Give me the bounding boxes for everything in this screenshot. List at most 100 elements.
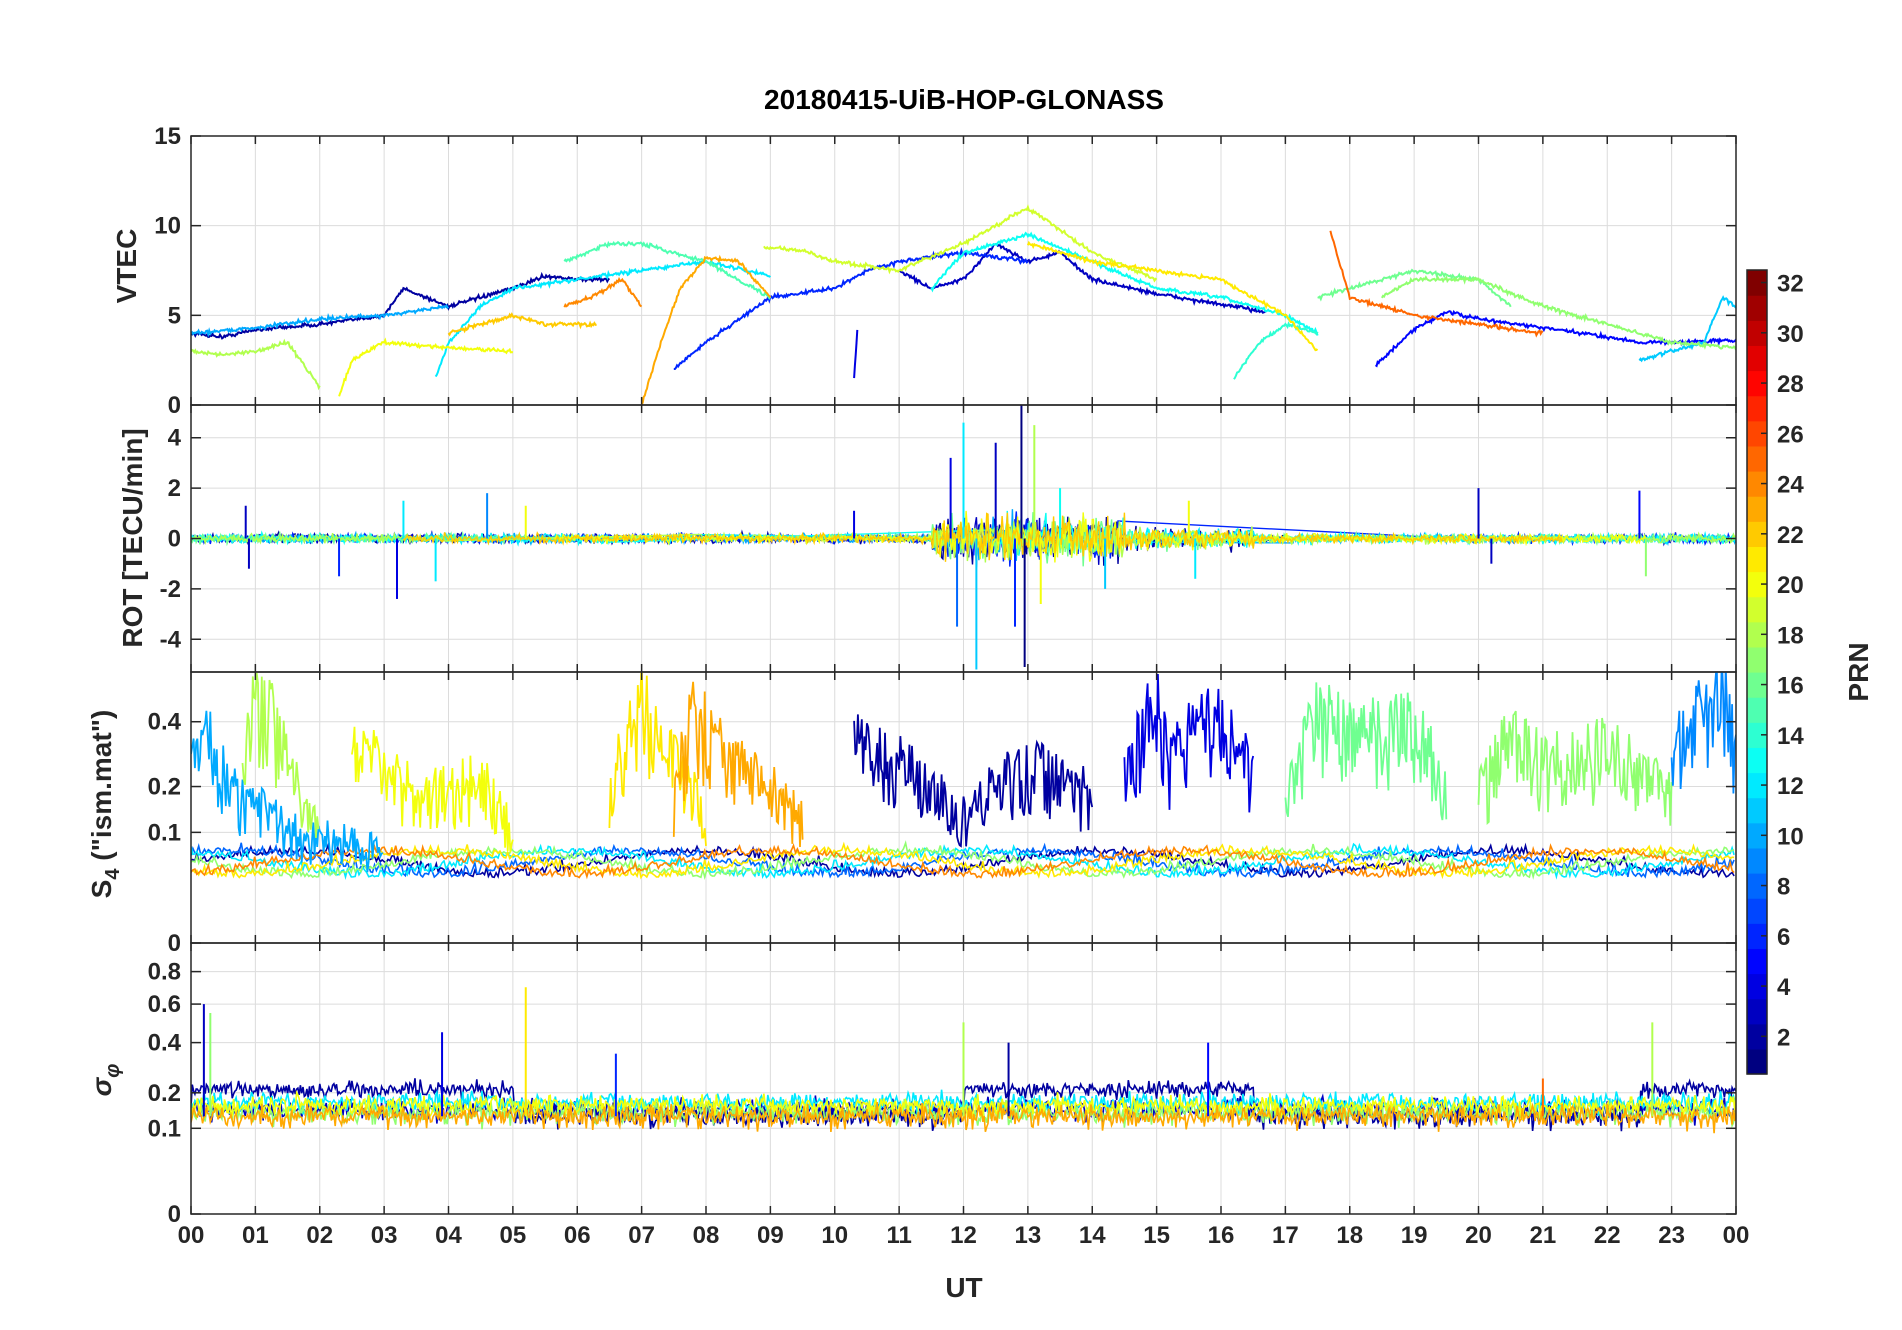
x-tick-label: 02 xyxy=(306,1222,333,1249)
colorbar-tick-label: 10 xyxy=(1777,823,1804,850)
s4-data xyxy=(191,672,1736,881)
sigma-phi-panel: 0 0.1 0.2 0.4 0.6 0.8 σφ xyxy=(86,942,1737,1228)
colorbar-cell-prn-27 xyxy=(1747,395,1767,422)
vtec-series-prn-13 xyxy=(930,231,1319,336)
x-tick-label: 05 xyxy=(500,1222,527,1249)
vtec-ytick-label: 5 xyxy=(168,302,181,329)
x-tick-label: 18 xyxy=(1336,1222,1363,1249)
rot-data xyxy=(191,405,1736,670)
colorbar-cell-prn-3 xyxy=(1747,998,1767,1025)
s4-ylabel-suffix: ("ism.mat") xyxy=(86,710,117,869)
colorbar-tick-label: 32 xyxy=(1777,271,1804,298)
vtec-series-prn-23 xyxy=(640,254,772,405)
colorbar-tick-label: 18 xyxy=(1777,622,1804,649)
s4-ylabel-sub: 4 xyxy=(102,868,124,880)
vtec-series-prn-6 xyxy=(673,247,1029,370)
colorbar-tick-label: 12 xyxy=(1777,773,1804,800)
s4-baseline-prn-24 xyxy=(191,843,1735,880)
x-tick-label: 15 xyxy=(1143,1222,1170,1249)
vtec-ticks: 0 5 10 15 xyxy=(154,123,1737,419)
x-tick-label: 01 xyxy=(242,1222,269,1249)
s4-ticks: 0 0.1 0.2 0.4 xyxy=(148,672,1737,957)
sigma-phi-ytick-label: 0.2 xyxy=(148,1080,181,1107)
vtec-series-prn-25 xyxy=(1329,230,1544,338)
x-tick-label: 00 xyxy=(178,1222,205,1249)
rot-ytick-label: 4 xyxy=(168,425,182,452)
sigma-phi-ytick-label: 0 xyxy=(168,1201,181,1228)
s4-grid xyxy=(190,672,1737,944)
vtec-series-prn-24 xyxy=(563,276,642,308)
colorbar-cell-prn-8 xyxy=(1747,873,1767,899)
colorbar-cell-prn-26 xyxy=(1747,420,1767,447)
colorbar-tick-label: 20 xyxy=(1777,572,1804,599)
s4-series-prn-9 xyxy=(1670,672,1736,794)
colorbar-cell-prn-12 xyxy=(1747,772,1767,799)
vtec-grid xyxy=(190,135,1737,406)
vtec-ytick-label: 0 xyxy=(168,392,181,419)
colorbar-tick-label: 2 xyxy=(1777,1024,1790,1051)
x-tick-label: 21 xyxy=(1530,1222,1557,1249)
vtec-series-prn-21 xyxy=(1026,240,1319,352)
s4-ytick-label: 0.2 xyxy=(148,774,181,801)
x-tick-label: 22 xyxy=(1594,1222,1621,1249)
sigma-phi-series-prn-23 xyxy=(191,1101,1736,1134)
sigma-phi-ytick-label: 0.8 xyxy=(148,959,181,986)
colorbar-frame xyxy=(1746,269,1768,1075)
colorbar-cell-prn-23 xyxy=(1747,496,1767,522)
colorbar-cell-prn-21 xyxy=(1747,546,1767,573)
colorbar-cell-prn-1 xyxy=(1747,1048,1767,1075)
sigma-phi-ylabel-base: σ xyxy=(86,1076,117,1096)
x-tick-label: 12 xyxy=(950,1222,977,1249)
s4-panel: 0 0.1 0.2 0.4 S4 ("ism.mat") xyxy=(86,671,1737,957)
s4-series-prn-23 xyxy=(672,681,804,848)
colorbar-tick-label: 4 xyxy=(1777,974,1791,1001)
colorbar-cell-prn-6 xyxy=(1747,923,1767,949)
s4-ytick-label: 0.1 xyxy=(148,819,181,846)
rot-ytick-label: 0 xyxy=(168,526,181,553)
colorbar-label: PRN xyxy=(1843,642,1874,701)
colorbar-cell-prn-30 xyxy=(1747,320,1767,346)
x-tick-label: 17 xyxy=(1272,1222,1299,1249)
colorbar-tick-label: 30 xyxy=(1777,321,1804,348)
colorbar-tick-label: 24 xyxy=(1777,472,1804,499)
s4-series-prn-2 xyxy=(853,714,1094,848)
rot-panel: -4 -2 0 2 4 ROT [TECU/min] xyxy=(117,404,1737,673)
x-tick-label: 19 xyxy=(1401,1222,1428,1249)
vtec-series-prn-2 xyxy=(191,271,610,340)
colorbar-tick-label: 8 xyxy=(1777,874,1790,901)
colorbar-cell-prn-14 xyxy=(1747,722,1767,748)
colorbar-cell-prn-10 xyxy=(1747,822,1767,849)
vtec-series-prn-19 xyxy=(763,204,1158,283)
s4-ylabel: S4 ("ism.mat") xyxy=(86,710,124,899)
colorbar-tick-label: 14 xyxy=(1777,723,1804,750)
colorbar-cell-prn-29 xyxy=(1747,345,1767,372)
colorbar-cell-prn-4 xyxy=(1747,973,1767,1000)
colorbar-cell-prn-22 xyxy=(1747,521,1767,547)
vtec-ylabel: VTEC xyxy=(111,229,142,304)
vtec-series-prn-4 xyxy=(853,329,859,379)
rot-ylabel: ROT [TECU/min] xyxy=(117,428,148,647)
colorbar-cell-prn-2 xyxy=(1747,1023,1767,1050)
colorbar-cell-prn-16 xyxy=(1747,672,1767,698)
vtec-data xyxy=(191,204,1736,405)
colorbar-cell-prn-19 xyxy=(1747,596,1767,623)
vtec-series-prn-14 xyxy=(1233,321,1319,380)
colorbar-strips xyxy=(1747,270,1767,1075)
x-tick-label: 23 xyxy=(1658,1222,1685,1249)
sigma-phi-ticks: 0 0.1 0.2 0.4 0.6 0.8 xyxy=(148,943,1737,1228)
x-tick-label: 03 xyxy=(371,1222,398,1249)
vtec-ytick-label: 15 xyxy=(154,123,181,150)
rot-ytick-label: -4 xyxy=(160,626,182,653)
rot-ytick-label: 2 xyxy=(168,475,181,502)
s4-series-prn-10 xyxy=(191,710,384,873)
rot-series-prn-22 xyxy=(402,512,1563,562)
vtec-series-prn-15 xyxy=(563,240,772,300)
rot-ytick-label: -2 xyxy=(160,576,181,603)
x-tick-label: 09 xyxy=(757,1222,784,1249)
x-axis-label: UT xyxy=(945,1272,982,1303)
colorbar-cell-prn-13 xyxy=(1747,747,1767,774)
vtec-series-prn-22 xyxy=(447,312,597,337)
colorbar-cell-prn-5 xyxy=(1747,948,1767,975)
